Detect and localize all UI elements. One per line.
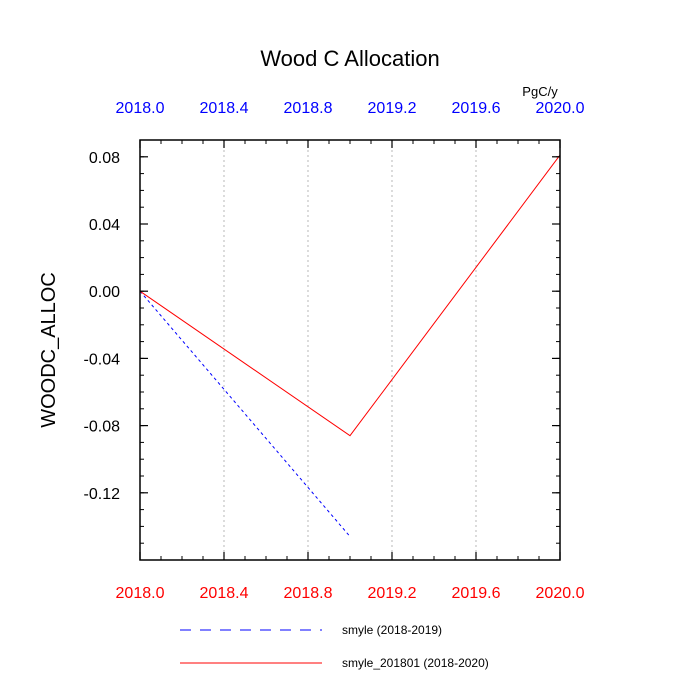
x-tick-label-top: 2018.8 bbox=[284, 100, 333, 117]
y-axis-label: WOODC_ALLOC bbox=[38, 272, 60, 428]
legend-label-1: smyle (2018-2019) bbox=[342, 623, 442, 637]
y-tick-label: -0.12 bbox=[84, 486, 121, 503]
x-tick-label-bottom: 2019.2 bbox=[368, 585, 417, 602]
legend: smyle (2018-2019) smyle_201801 (2018-2020… bbox=[180, 623, 489, 670]
y-tick-label: -0.08 bbox=[84, 419, 121, 436]
chart-title: Wood C Allocation bbox=[260, 46, 439, 71]
x-tick-label-bottom: 2018.0 bbox=[116, 585, 165, 602]
x-tick-label-bottom: 2019.6 bbox=[452, 585, 501, 602]
plot-frame bbox=[139, 139, 561, 561]
y-tick-label: 0.08 bbox=[89, 150, 120, 167]
y-tick-label: 0.00 bbox=[89, 284, 120, 301]
y-tick-label: -0.04 bbox=[84, 351, 121, 368]
x-tick-label-top: 2018.0 bbox=[116, 100, 165, 117]
tick-layer: 2018.0 2018.0 2018.4 2018.4 2018.8 2018.8 2019… bbox=[84, 100, 585, 602]
x-tick-label-top: 2020.0 bbox=[536, 100, 585, 117]
y-tick-label: 0.04 bbox=[89, 217, 120, 234]
x-tick-label-top: 2019.2 bbox=[368, 100, 417, 117]
x-tick-label-bottom: 2018.8 bbox=[284, 585, 333, 602]
units-label: PgC/y bbox=[522, 84, 558, 99]
x-tick-label-top: 2019.6 bbox=[452, 100, 501, 117]
x-tick-label-bottom: 2020.0 bbox=[536, 585, 585, 602]
series-line-2 bbox=[139, 154, 561, 437]
grid-layer bbox=[223, 140, 477, 560]
x-tick-label-bottom: 2018.4 bbox=[200, 585, 249, 602]
legend-label-2: smyle_201801 (2018-2020) bbox=[342, 656, 489, 670]
x-tick-label-top: 2018.4 bbox=[200, 100, 249, 117]
series-layer bbox=[139, 154, 561, 537]
